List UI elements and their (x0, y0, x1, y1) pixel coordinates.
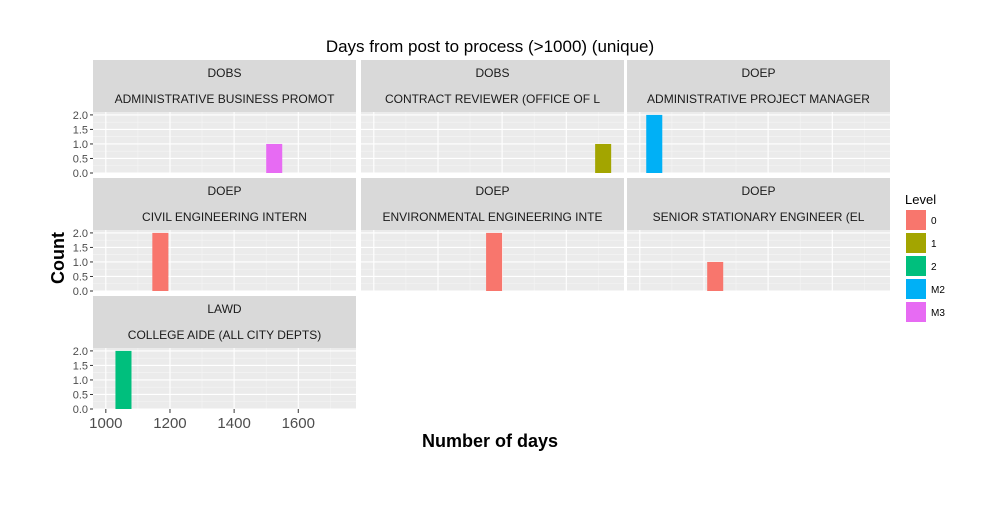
panel-background (627, 112, 890, 173)
facet-strip-label-1: DOEP (741, 66, 775, 80)
facet-strip-label-1: DOBS (207, 66, 241, 80)
facet-strip-label-2: CIVIL ENGINEERING INTERN (142, 210, 307, 224)
legend-key (906, 256, 926, 276)
bar (707, 261, 724, 291)
y-tick-label: 1.0 (73, 375, 88, 387)
facet-strip (627, 60, 890, 112)
facet-strip-label-1: DOEP (741, 184, 775, 198)
facet-strip-label-2: COLLEGE AIDE (ALL CITY DEPTS) (128, 328, 321, 342)
x-axis-title: Number of days (422, 431, 558, 451)
legend-label: 0 (931, 216, 937, 227)
panel-background (93, 112, 356, 173)
legend-key (906, 233, 926, 253)
panels: DOBS ADMINISTRATIVE BUSINESS PROMOT 0.0 0.5… (73, 60, 890, 416)
facet-strip (361, 178, 624, 230)
bar (646, 114, 663, 173)
facet-strip (627, 178, 890, 230)
facet-strip (93, 296, 356, 348)
x-tick-label: 1200 (153, 415, 186, 432)
facet-strip-label-2: ADMINISTRATIVE BUSINESS PROMOT (115, 92, 335, 106)
facet-strip-label-1: DOEP (207, 184, 241, 198)
facet-strip (93, 178, 356, 230)
y-tick-label: 1.0 (73, 139, 88, 151)
legend-label: 2 (931, 262, 937, 273)
facet-panel: DOEP SENIOR STATIONARY ENGINEER (EL (627, 178, 890, 292)
bar (486, 232, 503, 291)
legend-label: 1 (931, 239, 937, 250)
y-tick-label: 1.5 (73, 124, 88, 136)
facet-strip-label-1: DOEP (475, 184, 509, 198)
bar (266, 143, 283, 173)
facet-panel: DOEP CIVIL ENGINEERING INTERN 0.0 0.5 1.0 1.5… (73, 178, 356, 298)
panel-background (93, 348, 356, 409)
x-tick-label: 1400 (217, 415, 250, 432)
legend-title: Level (905, 192, 936, 207)
facet-panel: DOEP ADMINISTRATIVE PROJECT MANAGER (627, 60, 890, 174)
facet-strip-label-2: SENIOR STATIONARY ENGINEER (EL (653, 210, 865, 224)
legend-label: M3 (931, 308, 945, 319)
y-tick-label: 0.0 (73, 286, 88, 298)
facet-strip (361, 60, 624, 112)
y-tick-label: 0.5 (73, 271, 88, 283)
facet-strip-label-1: DOBS (475, 66, 509, 80)
legend-label: M2 (931, 285, 945, 296)
chart-title: Days from post to process (>1000) (uniqu… (326, 37, 654, 56)
y-tick-label: 0.0 (73, 404, 88, 416)
facet-panel: DOBS CONTRACT REVIEWER (OFFICE OF L (361, 60, 624, 174)
bar (115, 350, 132, 409)
y-tick-label: 1.0 (73, 257, 88, 269)
y-tick-label: 0.5 (73, 389, 88, 401)
y-axis-title: Count (48, 232, 68, 284)
legend-key (906, 279, 926, 299)
y-tick-label: 0.0 (73, 168, 88, 180)
facet-strip-label-2: ENVIRONMENTAL ENGINEERING INTE (382, 210, 602, 224)
bar (595, 143, 612, 173)
facet-panel: DOEP ENVIRONMENTAL ENGINEERING INTE (361, 178, 624, 292)
facet-strip-label-2: ADMINISTRATIVE PROJECT MANAGER (647, 92, 870, 106)
facet-panel: LAWD COLLEGE AIDE (ALL CITY DEPTS) 0.0 0.5 1… (73, 296, 356, 416)
legend-key (906, 302, 926, 322)
y-tick-label: 2.0 (73, 228, 88, 240)
y-tick-label: 0.5 (73, 153, 88, 165)
x-axis: 1000 1200 1400 1600 (89, 409, 315, 432)
panel-background (93, 230, 356, 291)
panel-background (627, 230, 890, 291)
facet-panel: DOBS ADMINISTRATIVE BUSINESS PROMOT 0.0 0.5… (73, 60, 356, 180)
legend: Level 0 1 2 M2 M3 (905, 192, 945, 322)
y-tick-label: 1.5 (73, 360, 88, 372)
legend-key (906, 210, 926, 230)
panel-background (361, 112, 624, 173)
facet-strip (93, 60, 356, 112)
x-tick-label: 1000 (89, 415, 122, 432)
facet-strip-label-2: CONTRACT REVIEWER (OFFICE OF L (385, 92, 600, 106)
y-tick-label: 2.0 (73, 346, 88, 358)
facet-strip-label-1: LAWD (207, 302, 242, 316)
x-tick-label: 1600 (282, 415, 315, 432)
y-tick-label: 2.0 (73, 110, 88, 122)
bar (152, 232, 169, 291)
y-tick-label: 1.5 (73, 242, 88, 254)
